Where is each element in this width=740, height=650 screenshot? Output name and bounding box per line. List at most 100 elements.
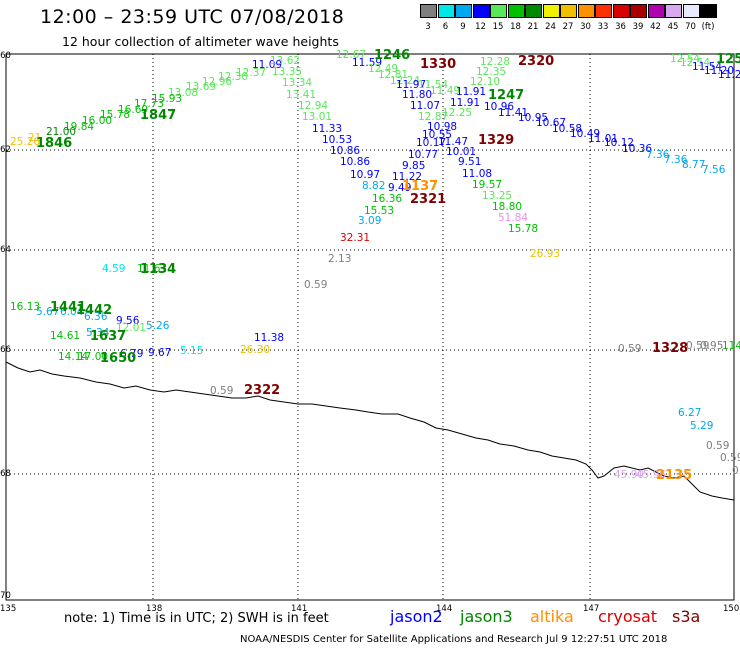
legend-swatch [542,4,560,18]
wave-height-value: 10.53 [322,134,353,146]
wave-height-value: 6.27 [678,407,702,419]
wave-height-value: 12.24 [390,75,421,87]
legend-label: 33 [597,22,609,32]
wave-height-value: 12.37 [236,67,267,79]
legend-swatch [437,4,455,18]
legend-label: 18 [510,22,521,32]
legend-label: 21 [527,22,539,32]
wave-height-value: 51.84 [498,212,529,224]
wave-height-value: 8.82 [362,180,386,192]
wave-height-value: 12.81 [378,69,409,81]
lon-tick-label: 138 [146,604,163,614]
pass-time-label: 2320 [518,54,555,69]
pass-time-label: 1650 [100,351,137,366]
mission-label-s3a: s3a [672,607,701,626]
wave-height-value: 11.59 [352,57,383,69]
wave-height-value: 9.49 [388,182,412,194]
legend-label: 9 [460,22,466,32]
wave-height-value: 9.85 [402,160,426,172]
wave-height-value: 16.36 [372,193,403,205]
legend-label: 6 [442,22,449,32]
legend-swatch [595,4,612,18]
legend-label: 15 [492,22,504,32]
wave-height-value: 10.36 [622,143,653,155]
wave-height-value: 7.36 [664,154,688,166]
legend-swatch [472,4,490,18]
wave-height-value: 17.00 [78,351,109,363]
legend-swatch [577,4,595,18]
antarctic-coastline [5,361,735,501]
wave-height-value: 11.33 [312,123,343,135]
legend-swatch [630,4,647,18]
legend-swatch [647,4,665,18]
wave-height-value: 12.35 [476,66,507,78]
lat-tick-label: -68 [0,469,11,479]
wave-height-value: 11.63 [137,263,168,275]
wave-height-value: 12.49 [368,63,399,75]
map-frame [5,53,735,601]
wave-height-value: 12.96 [202,76,233,88]
wave-height-value: 7.36 [646,149,670,161]
lat-tick-label: -70 [0,591,11,601]
legend-label: 27 [562,22,574,32]
pass-time-label: 1329 [478,133,515,148]
wave-height-value: 14.14 [58,351,89,363]
legend-swatch [682,4,700,18]
wave-height-value: 17.73 [134,98,165,110]
wave-height-value: 15.78 [508,223,539,235]
wave-height-value: 19.57 [472,179,503,191]
wave-height-value: 5.26 [146,320,170,332]
wave-height-value: 2.13 [328,253,352,265]
wave-height-value: 10.17 [416,137,447,149]
wave-height-value: 45.96 [636,469,667,481]
wave-height-value: 0.95 [700,340,724,352]
legend-label: 24 [545,22,556,32]
lon-tick-label: 135 [0,604,17,614]
color-legend-labels: 3 6 9 12 15 18 21 24 27 30 33 36 39 42 45 70 (ft) [420,22,728,34]
wave-height-value: 10.55 [422,129,453,141]
wave-height-value: 16.69 [118,104,149,116]
wave-height-value: 5.67 [36,306,60,318]
wave-height-value: 11.09 [252,59,283,71]
wave-height-value: 3.09 [358,215,382,227]
wave-height-value: 11.91 [450,97,481,109]
wave-height-value: 19.84 [64,121,95,133]
wave-height-value: 10.12 [604,137,635,149]
wave-height-value: 11.20 [704,65,735,77]
wave-height-value: 11.54 [418,79,449,91]
wave-height-value: 0.59 [720,452,740,464]
wave-height-value: 13.34 [282,77,313,89]
wave-height-value: 11.22 [392,171,423,183]
legend-label: 39 [632,22,644,32]
wave-height-value: 11.38 [254,332,285,344]
mission-label-cryosat: cryosat [598,607,658,626]
mission-label-jason3: jason3 [460,607,513,626]
lat-gridlines [6,149,734,475]
wave-height-value: 5.15 [180,345,204,357]
legend-label: 70 [685,22,696,32]
wave-height-value: 0.59 [210,385,234,397]
wave-height-value: 11.80 [402,89,433,101]
pass-time-label: 1328 [652,341,689,356]
wave-height-value: 4.59 [102,263,126,275]
map-subtitle: 12 hour collection of altimeter wave hei… [62,34,339,49]
wave-height-value: 15.93 [152,93,183,105]
wave-height-value: 11.54 [692,61,723,73]
wave-height-value: 25.26 [10,136,41,148]
wave-height-value: 0. [732,465,740,477]
wave-height-value: 12.67 [336,49,367,61]
wave-height-value: 16.00 [82,115,113,127]
legend-swatch [560,4,577,18]
wave-height-value: 5.34 [86,327,110,339]
pass-time-label: 1847 [140,108,177,123]
wave-height-value: 13.01 [302,111,333,123]
wave-height-value: 13.62 [270,55,301,67]
legend-label: 30 [580,22,591,32]
legend-swatch [525,4,542,18]
wave-height-value: 14.61 [50,330,81,342]
wave-height-value: 45.90 [614,469,645,481]
wave-height-value: 15.53 [364,205,395,217]
wave-height-value: 6.79 [120,348,144,360]
lon-tick-label: 144 [436,604,453,614]
